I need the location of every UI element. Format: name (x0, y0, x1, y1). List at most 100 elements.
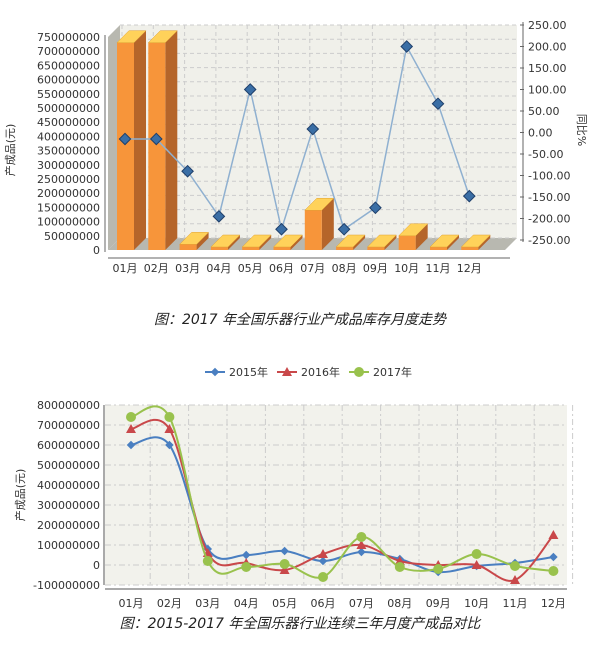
x-tick-label: 03月 (195, 597, 220, 610)
y-tick-label: 500000000 (37, 459, 100, 472)
y-tick-label: 0 (93, 244, 100, 257)
series-point (471, 560, 482, 569)
legend-marker (210, 367, 220, 377)
bar-top (241, 234, 272, 248)
y-tick-label: 800000000 (37, 399, 100, 412)
series-point (241, 562, 252, 572)
bar (336, 247, 354, 250)
series-point (202, 556, 213, 566)
x-tick-label: 10月 (394, 262, 419, 275)
y-tick-label: 350000000 (37, 145, 100, 158)
x-tick-label: 04月 (234, 597, 259, 610)
y-axis-title: 产成品(元) (13, 469, 27, 522)
y2-tick-label: 150.00 (528, 62, 567, 75)
y2-tick-label: -50.00 (528, 148, 563, 161)
y-tick-label: 600000000 (37, 439, 100, 452)
series-point (356, 532, 367, 542)
yoy-point (181, 164, 194, 178)
x-tick-label: 06月 (269, 262, 294, 275)
y-tick-label: 300000000 (37, 159, 100, 172)
bar-side (415, 223, 428, 250)
bar-side (478, 235, 491, 250)
series-point (164, 412, 175, 422)
bar-top (429, 234, 460, 248)
series-point (394, 562, 405, 572)
bar (210, 247, 228, 250)
legend-marker (282, 367, 292, 376)
x-tick-label: 04月 (206, 262, 231, 275)
series-point (433, 564, 444, 574)
y-tick-label: 100000000 (37, 216, 100, 229)
series-point (548, 566, 559, 576)
y-tick-label: 200000000 (37, 519, 100, 532)
y-tick-label: 250000000 (37, 173, 100, 186)
series-point (126, 412, 136, 422)
x-tick-label: 10月 (464, 597, 489, 610)
bar (179, 244, 197, 250)
legend-label: 2016年 (301, 365, 340, 379)
y-tick-label: 300000000 (37, 499, 100, 512)
y2-tick-label: -200.00 (528, 213, 570, 226)
yoy-point (337, 222, 351, 236)
legend-label: 2017年 (373, 365, 412, 379)
series-point (318, 572, 328, 582)
x-tick-label: 07月 (300, 262, 325, 275)
series-point (279, 565, 290, 574)
y-tick-label: 650000000 (37, 59, 100, 72)
y-tick-label: 550000000 (37, 88, 100, 101)
x-tick-label: 06月 (311, 597, 336, 610)
series-point (510, 561, 520, 571)
series-point (126, 440, 136, 450)
bar-side (227, 235, 240, 250)
x-tick-label: 02月 (144, 262, 169, 275)
y2-tick-label: 200.00 (528, 41, 567, 54)
y2-axis-title: 同比% (575, 114, 588, 146)
x-tick-label: 05月 (238, 262, 263, 275)
x-tick-label: 08月 (332, 262, 357, 275)
y-tick-label: 700000000 (37, 45, 100, 58)
x-tick-label: 09月 (363, 262, 388, 275)
bar-top (272, 234, 304, 248)
bar (367, 247, 385, 250)
y2-tick-label: -150.00 (528, 191, 570, 204)
bar-side (290, 235, 303, 250)
series-point (471, 549, 482, 559)
plot-area (105, 405, 567, 585)
chart-comparison-2015-2017: -100000000 0 100000000 200000000 300000000 40… (13, 365, 574, 610)
y-tick-label: -100000000 (33, 579, 100, 592)
x-tick-label: 01月 (119, 597, 144, 610)
y-tick-label: 150000000 (37, 201, 100, 214)
bar-top (366, 234, 398, 248)
y-tick-label: 100000000 (37, 539, 100, 552)
x-tick-label: 09月 (426, 597, 451, 610)
series-point (280, 546, 289, 556)
y-tick-label: 400000000 (37, 130, 100, 143)
x-tick-label: 01月 (113, 262, 138, 275)
yoy-point (212, 209, 226, 223)
series-point (318, 556, 328, 566)
bar-side (196, 232, 209, 250)
series-point (356, 540, 367, 549)
yoy-point (431, 97, 445, 111)
caption-chart-1: 图：2017 年全国乐器行业产成品库存月度走势 (153, 312, 447, 328)
y-tick-label: 750000000 (37, 31, 100, 44)
caption-chart-2: 图：2015-2017 年全国乐器行业连续三年月度产成品对比 (119, 616, 481, 632)
bar-side (353, 235, 366, 250)
bar-top (147, 30, 178, 43)
y-tick-label: 700000000 (37, 419, 100, 432)
y2-tick-label: -250.00 (528, 234, 570, 247)
bar (242, 247, 260, 250)
yoy-point (243, 83, 257, 96)
y-tick-label: 400000000 (37, 479, 100, 492)
y-tick-label: 450000000 (37, 116, 100, 129)
y2-tick-label: 100.00 (528, 84, 567, 97)
series-point (548, 530, 559, 539)
y2-tick-label: 250.00 (528, 19, 567, 32)
bar-top (460, 234, 491, 248)
x-tick-label: 12月 (457, 262, 482, 275)
yoy-point (400, 40, 414, 53)
series-point (126, 424, 136, 433)
bar-side (321, 198, 334, 250)
